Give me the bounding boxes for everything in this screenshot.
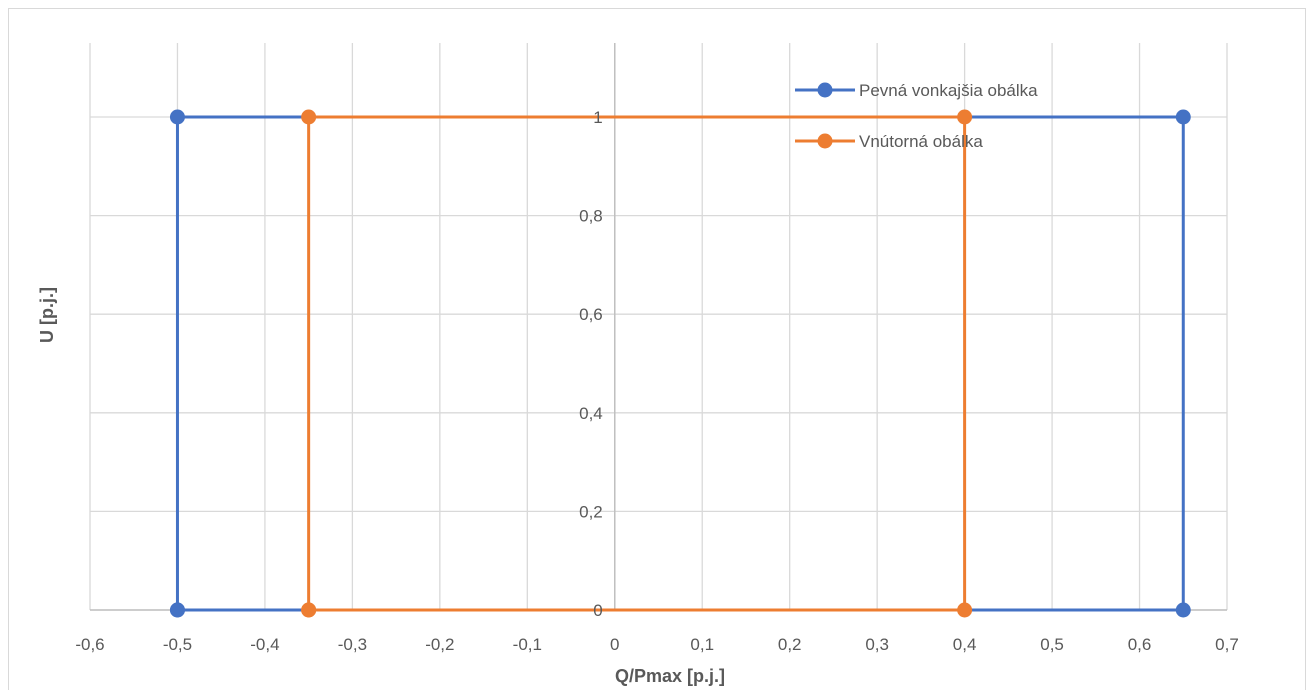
x-tick-label: -0,1 [513,635,542,654]
data-point [301,109,317,125]
data-point [957,602,973,618]
data-point [169,602,185,618]
y-tick-label: 0,4 [579,404,603,423]
x-tick-label: 0,7 [1215,635,1239,654]
x-tick-label: -0,3 [338,635,367,654]
y-tick-label: 0 [593,601,602,620]
data-point [957,109,973,125]
x-tick-label: 0,2 [778,635,802,654]
legend: Pevná vonkajšia obálka Vnútorná obálka [795,81,1038,151]
x-tick-label: -0,4 [250,635,279,654]
y-tick-label: 1 [593,108,602,127]
grid-lines [89,43,1228,611]
x-tick-label: -0,2 [425,635,454,654]
x-tick-label: 0,4 [953,635,977,654]
series-line-0 [175,115,1185,612]
legend-marker-1 [817,133,833,149]
data-point [169,109,185,125]
x-tick-label: 0 [610,635,619,654]
x-tick-label: 0,6 [1128,635,1152,654]
series-group [169,109,1191,618]
x-axis-title: Q/Pmax [p.j.] [615,666,725,686]
data-point [1175,602,1191,618]
legend-marker-0 [817,82,833,98]
chart-frame [8,8,1306,690]
x-tick-label: 0,1 [690,635,714,654]
data-point [1175,109,1191,125]
legend-label-0: Pevná vonkajšia obálka [859,81,1038,100]
x-tick-label: 0,3 [865,635,889,654]
y-tick-label: 0,2 [579,502,603,521]
axes [90,43,1227,611]
tick-labels: -0,6 -0,5 -0,4 -0,3 -0,2 -0,1 0 0,1 0,2 0,3 0,4 0,5… [75,108,1238,654]
legend-label-1: Vnútorná obálka [859,132,983,151]
x-tick-label: 0,5 [1040,635,1064,654]
y-tick-label: 0,6 [579,305,603,324]
y-axis-title: U [p.j.] [37,287,57,343]
data-point [301,602,317,618]
series-line-1 [307,115,967,612]
x-tick-label: -0,6 [75,635,104,654]
y-tick-label: 0,8 [579,207,603,226]
x-tick-label: -0,5 [163,635,192,654]
